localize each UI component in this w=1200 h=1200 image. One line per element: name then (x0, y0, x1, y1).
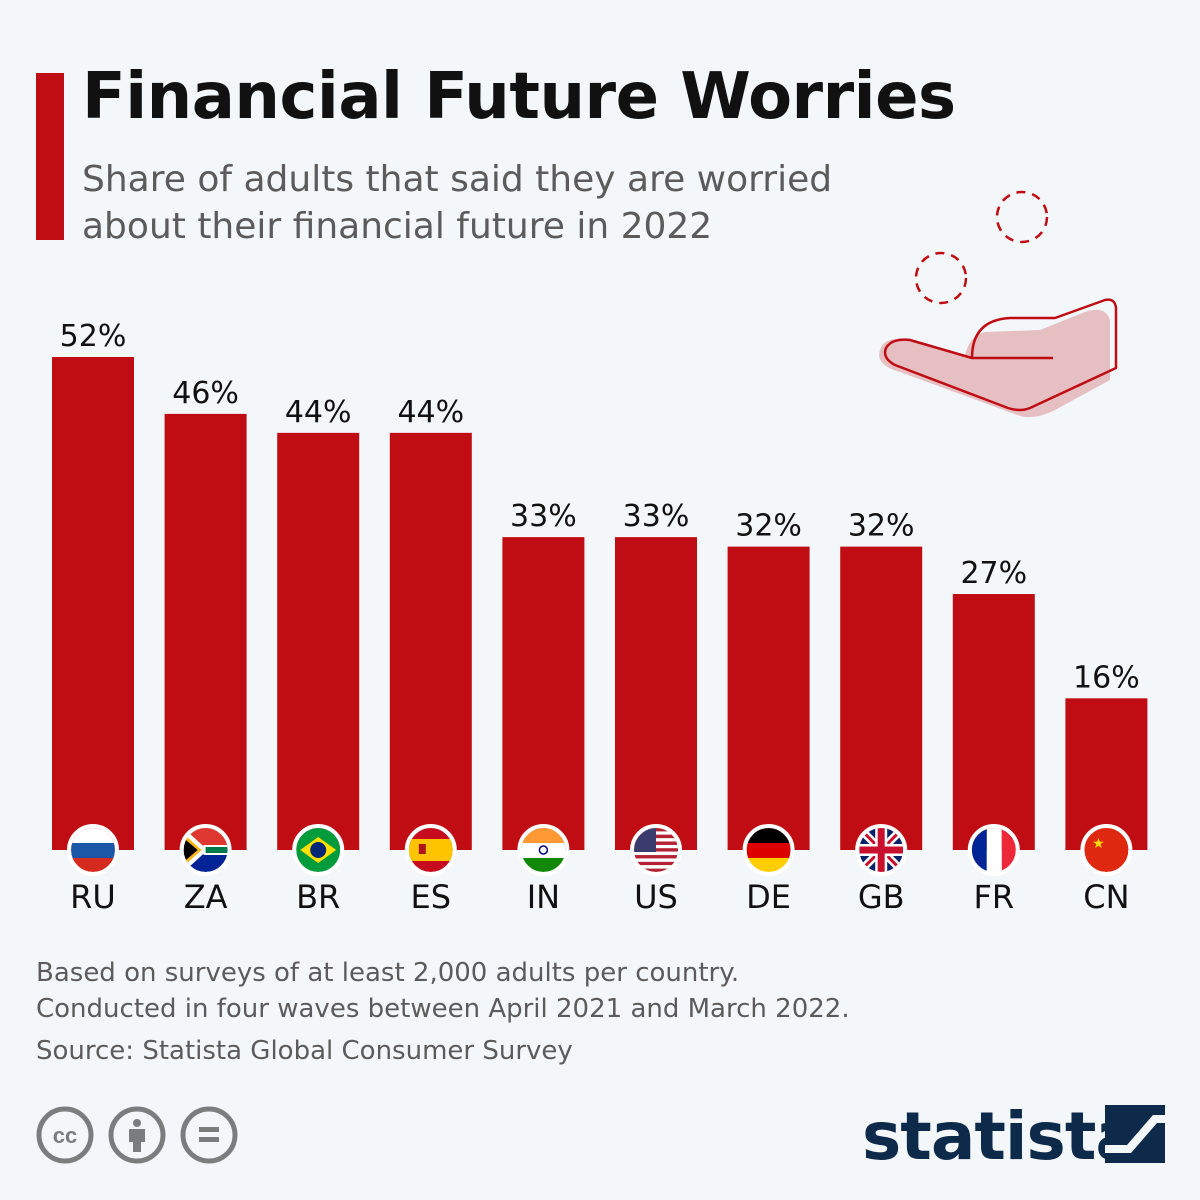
flag-cn-icon: ★ (1080, 824, 1133, 876)
flag-ru-icon (67, 824, 119, 876)
x-tick-label: DE (746, 878, 791, 916)
x-tick-label: US (634, 878, 678, 916)
bar-chart: 52% RU 46% ZA 44% BR 44% ES 33% IN 33% US 32% DE 32% GB… (52, 319, 1148, 916)
x-tick-label: ZA (184, 878, 228, 916)
source-text: Source: Statista Global Consumer Survey (36, 1036, 573, 1066)
flag-za-icon (179, 824, 232, 876)
x-tick-label: IN (527, 878, 560, 916)
x-tick-label: RU (70, 878, 116, 916)
license-icons[interactable]: cc (36, 1106, 238, 1164)
bar-in (502, 537, 585, 850)
data-label: 27% (960, 556, 1027, 591)
x-tick-label: ES (411, 878, 452, 916)
subtitle-line: Share of adults that said they are worri… (82, 159, 833, 200)
bar-us (615, 537, 697, 850)
x-tick-label: BR (296, 878, 340, 916)
footnotes: Based on surveys of at least 2,000 adult… (36, 955, 850, 1069)
bar-es (389, 432, 472, 850)
bar-ru (52, 357, 134, 850)
flag-gb-icon (855, 824, 908, 876)
data-label: 33% (623, 499, 690, 534)
flag-fr-icon (967, 824, 1020, 876)
page-subtitle: Share of adults that said they are worri… (82, 156, 882, 250)
x-tick-label: FR (973, 878, 1014, 916)
flag-br-icon (292, 824, 345, 876)
no-derivatives-icon[interactable] (180, 1106, 238, 1164)
hand-coins-illustration (879, 190, 1118, 418)
bar-de (727, 546, 810, 850)
data-label: 46% (172, 376, 239, 411)
data-label: 52% (60, 319, 127, 354)
flag-de-icon (742, 824, 795, 876)
data-label: 44% (397, 395, 464, 430)
statista-logo-mark (1105, 1105, 1165, 1163)
page-title: Financial Future Worries (82, 60, 956, 134)
svg-text:★: ★ (1092, 836, 1105, 852)
note-line: Based on surveys of at least 2,000 adult… (36, 958, 740, 988)
flag-in-icon (517, 824, 570, 876)
data-label: 44% (285, 395, 352, 430)
x-tick-label: GB (858, 878, 905, 916)
bar-br (277, 432, 360, 850)
data-label: 33% (510, 499, 577, 534)
flag-us-icon (630, 824, 682, 876)
note-line: Conducted in four waves between April 20… (36, 994, 850, 1024)
statista-logo[interactable]: statista (862, 1098, 1140, 1175)
x-tick-label: CN (1083, 878, 1129, 916)
data-label: 32% (735, 509, 802, 544)
title-accent-bar (36, 73, 64, 240)
flag-es-icon (404, 824, 457, 876)
svg-text:cc: cc (53, 1123, 77, 1148)
subtitle-line: about their financial future in 2022 (82, 206, 713, 247)
cc-icon[interactable]: cc (36, 1106, 94, 1164)
bar-gb (840, 546, 923, 850)
attribution-icon[interactable] (108, 1106, 166, 1164)
data-label: 16% (1073, 660, 1140, 695)
data-label: 32% (848, 509, 915, 544)
bar-fr (952, 594, 1035, 850)
bar-za (164, 413, 247, 850)
